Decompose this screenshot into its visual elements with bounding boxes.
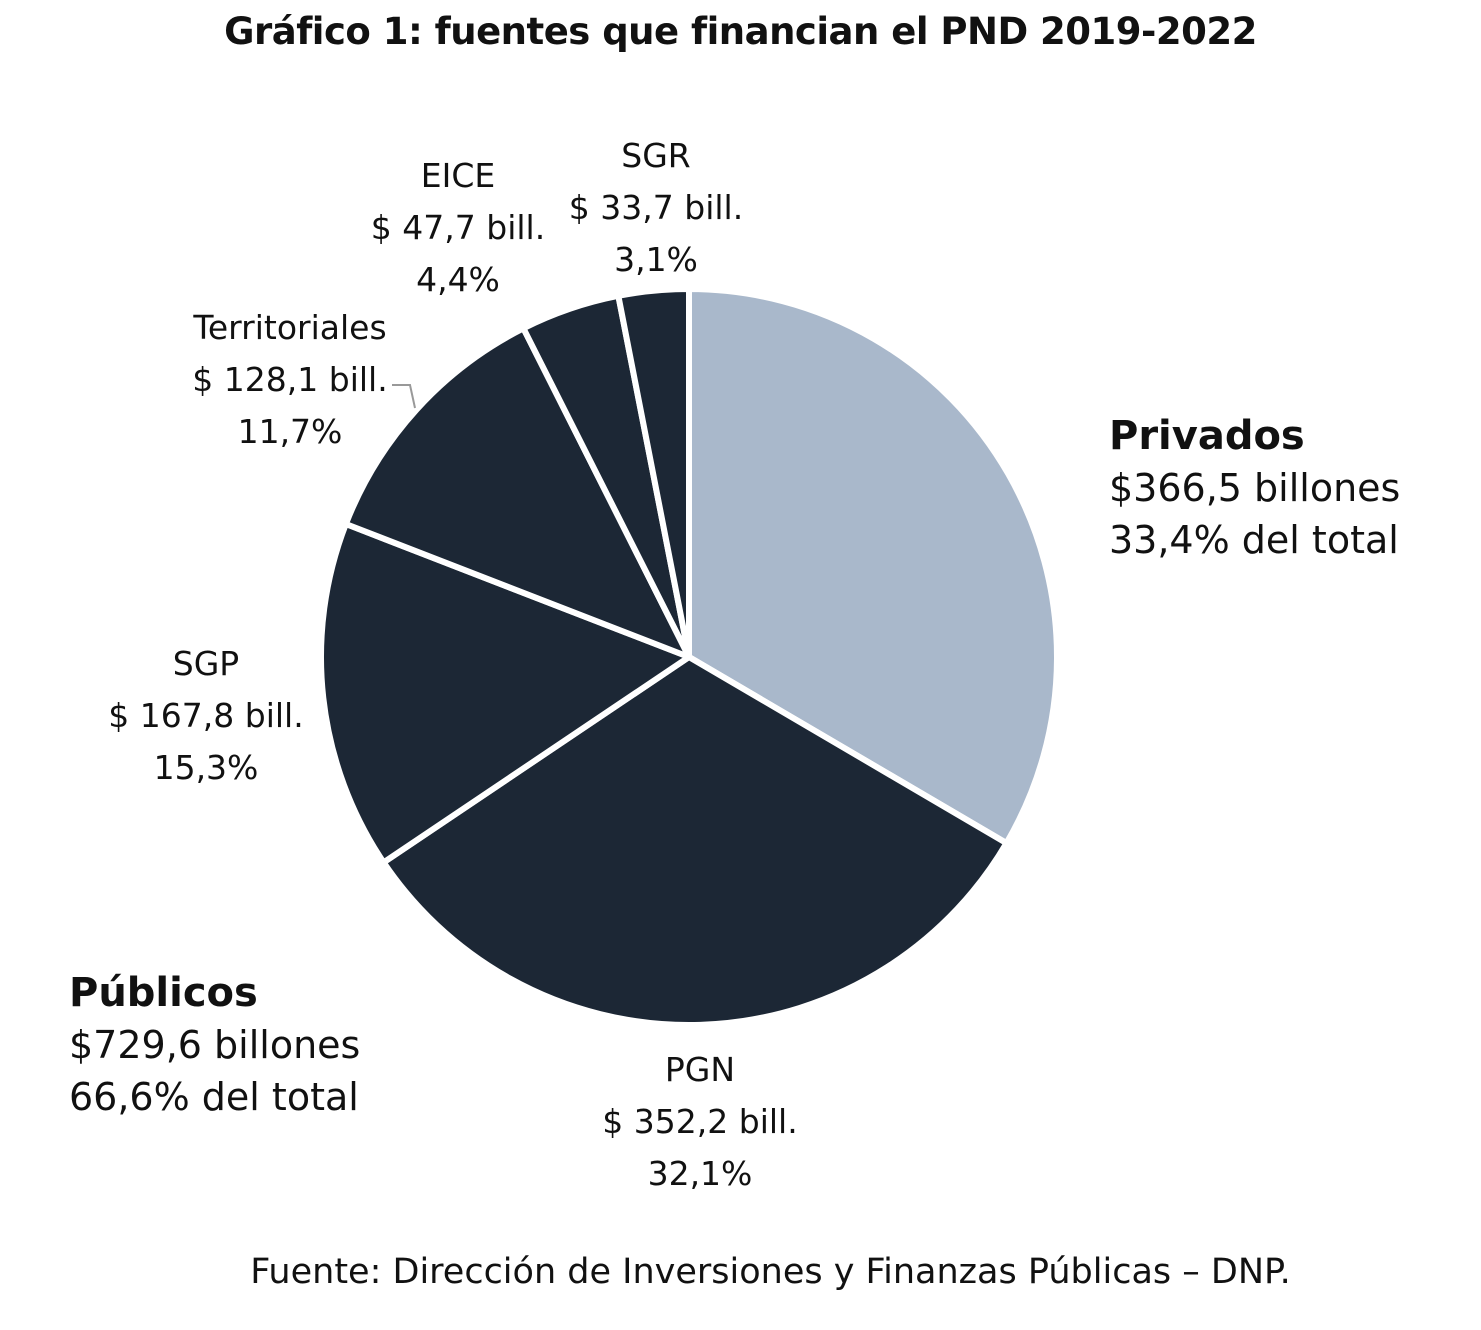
slice-percent: 3,1% xyxy=(614,240,698,279)
source-note: Fuente: Dirección de Inversiones y Finan… xyxy=(250,1252,1291,1292)
pie-slice-pgn xyxy=(380,654,1010,1028)
slice-name: SGP xyxy=(172,644,240,683)
group-percent: 66,6% del total xyxy=(69,1075,359,1119)
slice-name: Territoriales xyxy=(193,308,387,347)
slice-percent: 4,4% xyxy=(416,260,500,299)
slice-amount: $ 47,7 bill. xyxy=(370,208,546,247)
territoriales-leader-line xyxy=(392,384,416,409)
chart-title: Gráfico 1: fuentes que financian el PND … xyxy=(224,10,1257,53)
slice-amount: $ 167,8 bill. xyxy=(108,696,304,735)
slice-label-sgp: SGP $ 167,8 bill. 15,3% xyxy=(86,638,326,794)
slice-percent: 11,7% xyxy=(237,412,343,451)
slice-name: EICE xyxy=(420,156,496,195)
slice-percent: 32,1% xyxy=(647,1154,753,1193)
pie-slice-privados xyxy=(686,286,1060,847)
group-name: Públicos xyxy=(69,970,258,1016)
pie-slice-sgr xyxy=(615,286,692,660)
group-amount: $729,6 billones xyxy=(69,1023,361,1067)
slice-amount: $ 33,7 bill. xyxy=(568,188,744,227)
group-amount: $366,5 billones xyxy=(1109,466,1401,510)
slice-label-territoriales: Territoriales $ 128,1 bill. 11,7% xyxy=(160,302,420,458)
group-name: Privados xyxy=(1109,413,1305,459)
slice-name: PGN xyxy=(664,1050,736,1089)
slice-label-sgr: SGR $ 33,7 bill. 3,1% xyxy=(546,130,766,286)
slice-amount: $ 128,1 bill. xyxy=(192,360,388,399)
group-label-privados: Privados $366,5 billones 33,4% del total xyxy=(1109,410,1400,566)
slice-name: SGR xyxy=(621,136,691,175)
pie-slice-sgp xyxy=(318,521,692,866)
slice-label-pgn: PGN $ 352,2 bill. 32,1% xyxy=(580,1044,820,1200)
slice-amount: $ 352,2 bill. xyxy=(602,1102,798,1141)
slice-label-eice: EICE $ 47,7 bill. 4,4% xyxy=(348,150,568,306)
group-percent: 33,4% del total xyxy=(1109,518,1399,562)
pie-slice-territoriales xyxy=(342,325,692,660)
group-label-publicos: Públicos $729,6 billones 66,6% del total xyxy=(69,967,360,1123)
slice-percent: 15,3% xyxy=(153,748,259,787)
